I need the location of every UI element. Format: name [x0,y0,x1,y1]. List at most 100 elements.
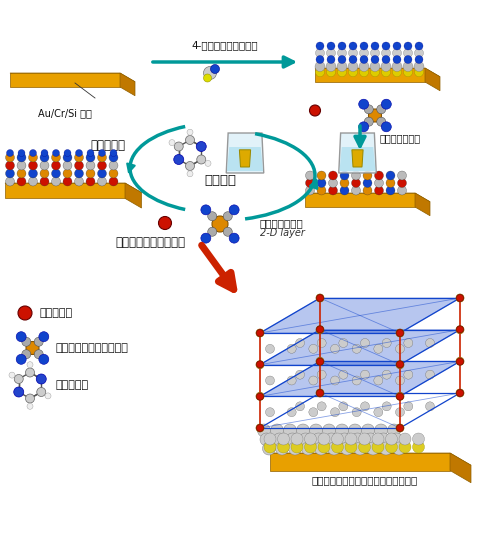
Circle shape [414,62,424,72]
Circle shape [63,153,72,162]
Circle shape [338,433,351,446]
Circle shape [376,105,386,114]
Polygon shape [450,453,471,483]
Circle shape [386,433,398,445]
Circle shape [404,68,412,76]
Circle shape [349,42,357,50]
Polygon shape [315,68,425,82]
Circle shape [74,161,84,170]
Circle shape [414,49,424,57]
Circle shape [208,212,216,221]
Circle shape [393,56,401,63]
Circle shape [41,150,48,157]
Circle shape [352,408,361,417]
Circle shape [386,441,398,453]
Circle shape [312,433,325,446]
Circle shape [396,424,404,432]
Circle shape [412,433,424,445]
Circle shape [6,169,15,178]
Polygon shape [10,73,135,82]
Circle shape [52,161,60,170]
Circle shape [388,424,400,437]
Circle shape [74,169,84,178]
Polygon shape [305,193,415,207]
Circle shape [296,402,304,411]
Circle shape [6,150,14,157]
Polygon shape [240,150,250,167]
Circle shape [16,354,26,364]
Circle shape [16,331,26,342]
Circle shape [338,56,346,63]
Circle shape [404,56,412,63]
Circle shape [316,68,324,76]
Circle shape [39,354,49,364]
Polygon shape [10,73,120,87]
Circle shape [398,179,406,187]
Circle shape [396,393,404,400]
Circle shape [404,402,413,411]
Circle shape [317,171,326,180]
Circle shape [393,42,401,50]
Circle shape [456,294,464,301]
Circle shape [371,56,379,63]
Circle shape [336,424,348,437]
Text: 交互浸漬: 交互浸漬 [204,174,236,187]
Circle shape [299,433,312,446]
Circle shape [392,62,402,72]
Circle shape [351,433,364,446]
Circle shape [396,329,404,337]
Circle shape [256,361,264,368]
Circle shape [377,433,390,446]
Circle shape [86,169,95,178]
Circle shape [86,153,95,162]
Polygon shape [260,361,460,396]
Circle shape [364,117,374,126]
Circle shape [26,368,35,377]
Circle shape [187,129,193,135]
Circle shape [64,150,71,157]
Circle shape [359,62,369,72]
Circle shape [109,161,118,170]
Circle shape [287,408,296,417]
Circle shape [309,408,318,417]
Circle shape [396,393,404,400]
Circle shape [315,62,325,72]
Circle shape [398,171,406,180]
Circle shape [348,68,358,76]
Circle shape [340,186,349,195]
Circle shape [28,177,38,186]
Circle shape [339,339,348,347]
Circle shape [326,68,336,76]
Circle shape [412,441,424,453]
Circle shape [325,433,338,446]
Circle shape [310,105,320,116]
Circle shape [306,171,314,180]
Circle shape [256,424,264,431]
Circle shape [360,402,370,411]
Circle shape [28,161,38,170]
Circle shape [386,171,395,180]
Circle shape [368,109,382,122]
Circle shape [338,42,346,50]
Circle shape [399,433,411,445]
Circle shape [224,227,232,236]
Circle shape [358,441,370,453]
Polygon shape [5,183,141,193]
Circle shape [332,441,344,453]
Circle shape [316,389,324,396]
Circle shape [398,186,406,195]
Circle shape [28,169,38,178]
Text: 柱状配位子: 柱状配位子 [90,139,125,152]
Circle shape [374,345,383,353]
Circle shape [390,433,403,446]
Circle shape [204,74,212,82]
Circle shape [158,217,172,229]
Polygon shape [125,183,142,208]
Circle shape [322,424,336,437]
Circle shape [174,142,183,151]
Circle shape [18,306,32,320]
Circle shape [22,337,31,346]
Circle shape [317,186,326,195]
Circle shape [340,179,349,187]
Circle shape [296,339,304,347]
